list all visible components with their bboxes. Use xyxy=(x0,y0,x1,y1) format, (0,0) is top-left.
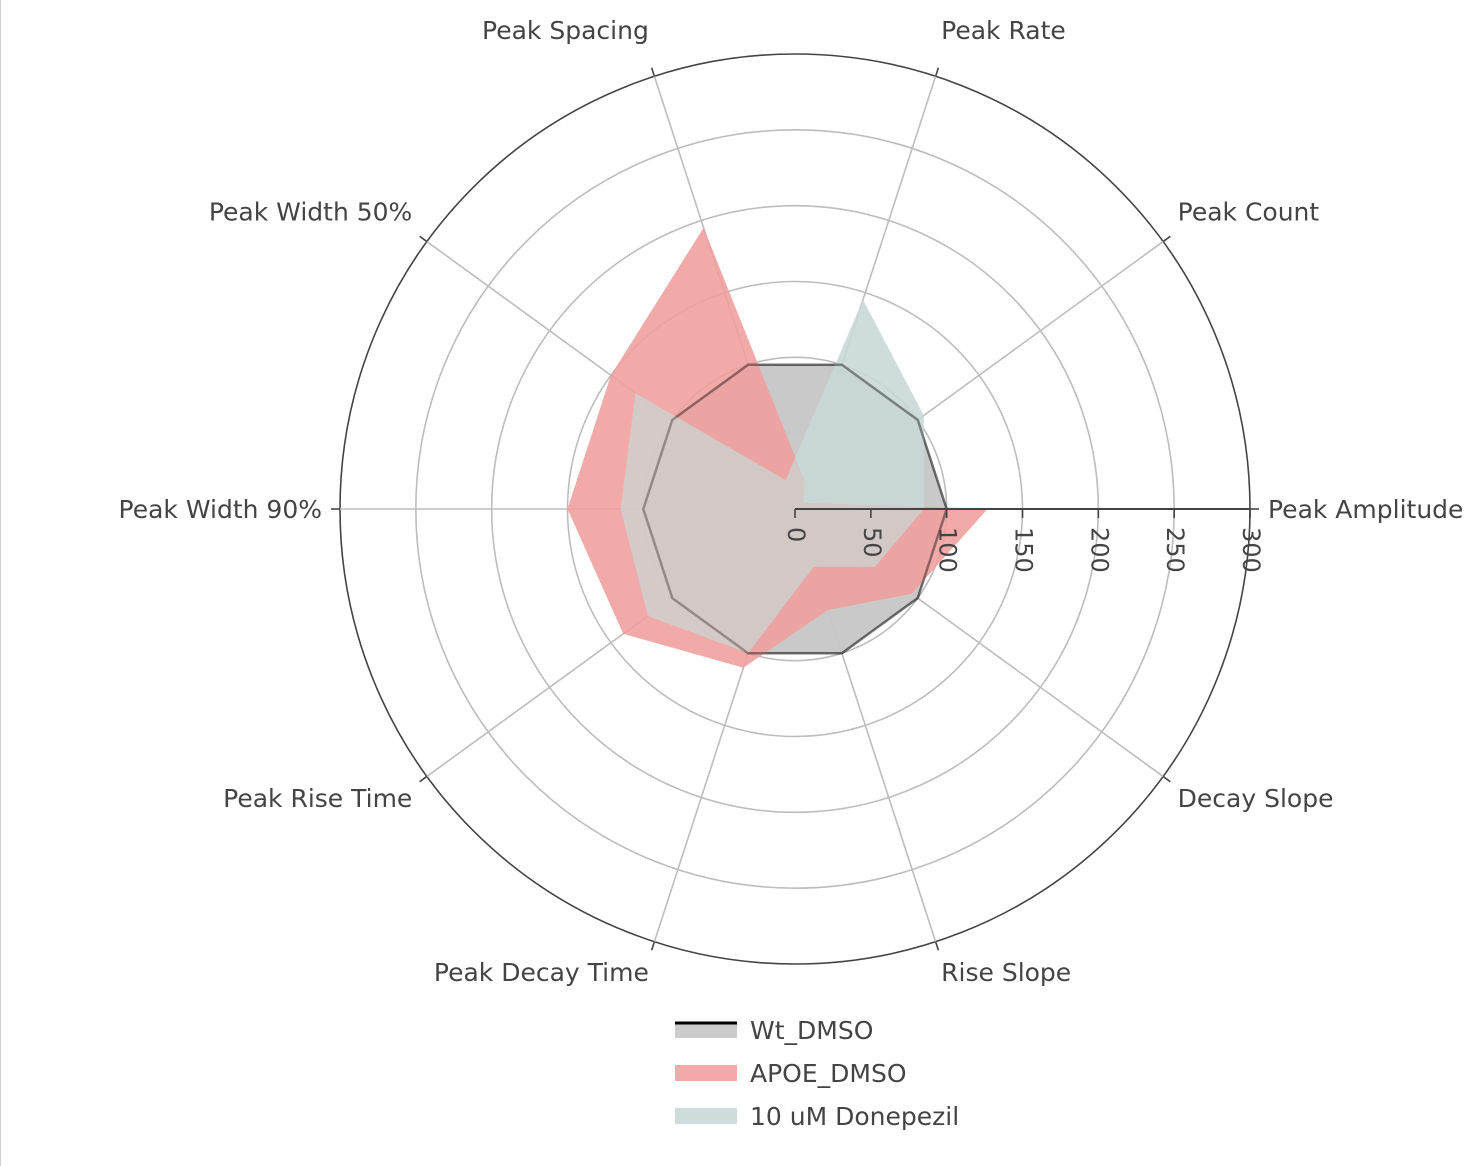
angular-tick xyxy=(419,775,428,783)
legend-label: APOE_DMSO xyxy=(750,1059,907,1088)
radial-axis: 0 50 100 150 200 250 300 xyxy=(782,508,1265,573)
legend-item-apoe-dmso[interactable]: APOE_DMSO xyxy=(675,1059,907,1088)
radial-tick-label: 0 xyxy=(782,527,810,542)
legend-swatch xyxy=(675,1108,737,1124)
legend-label: 10 uM Donepezil xyxy=(750,1102,959,1131)
category-label-peak-amplitude: Peak Amplitude xyxy=(1268,495,1463,524)
category-label-rise-slope: Rise Slope xyxy=(941,958,1071,987)
legend-label: Wt_DMSO xyxy=(750,1016,873,1045)
page-border xyxy=(0,0,1,1166)
legend-swatch xyxy=(675,1022,737,1038)
category-label-peak-count: Peak Count xyxy=(1178,197,1320,226)
angular-tick xyxy=(650,67,656,77)
series-line-wt-dmso xyxy=(641,363,949,655)
radial-tick-label: 50 xyxy=(858,527,886,558)
series-layer xyxy=(567,227,988,668)
category-label-peak-width-90-: Peak Width 90% xyxy=(119,495,322,524)
legend-item-wt-dmso[interactable]: Wt_DMSO xyxy=(675,1016,873,1045)
angular-tick xyxy=(419,235,428,243)
angular-tick xyxy=(934,67,940,77)
radial-tick-label: 300 xyxy=(1237,527,1265,573)
angular-tick xyxy=(934,941,940,951)
category-label-peak-width-50-: Peak Width 50% xyxy=(209,197,412,226)
category-label-peak-rise-time: Peak Rise Time xyxy=(223,784,412,813)
category-label-peak-spacing: Peak Spacing xyxy=(482,16,649,45)
series-area-10-um-donepezil xyxy=(620,299,924,654)
category-label-peak-rate: Peak Rate xyxy=(941,16,1066,45)
category-labels: Peak Amplitude Peak Count Peak Rate Peak Sp… xyxy=(119,16,1464,987)
radial-tick-label: 250 xyxy=(1161,527,1189,573)
angular-tick xyxy=(1162,235,1171,243)
angular-tick xyxy=(1162,775,1171,783)
radial-tick-label: 200 xyxy=(1085,527,1113,573)
legend: Wt_DMSO APOE_DMSO 10 uM Donepezil xyxy=(675,1016,959,1131)
category-label-decay-slope: Decay Slope xyxy=(1178,784,1334,813)
radial-tick-label: 100 xyxy=(934,527,962,573)
series-overlay-apoe-dmso xyxy=(567,227,988,668)
series-overlay-10-um-donepezil xyxy=(620,299,924,654)
radial-tick-label: 150 xyxy=(1010,527,1038,573)
legend-swatch xyxy=(675,1065,737,1081)
legend-item-10-um-donepezil[interactable]: 10 uM Donepezil xyxy=(675,1102,959,1131)
category-label-peak-decay-time: Peak Decay Time xyxy=(434,958,649,987)
angular-tick xyxy=(650,941,656,951)
